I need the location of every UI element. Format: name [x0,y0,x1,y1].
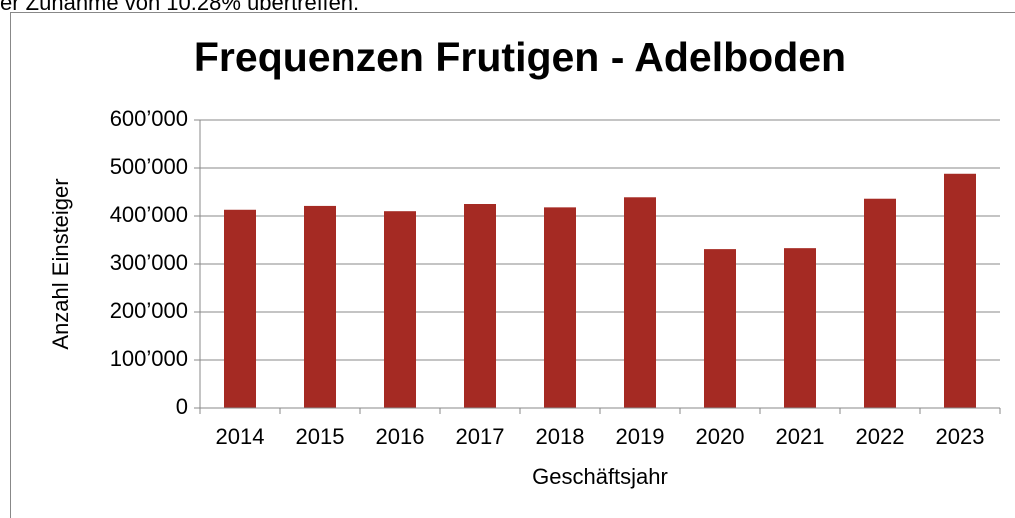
bar [864,198,896,408]
bar [944,173,976,408]
x-axis-label: Geschäftsjahr [532,464,668,489]
bar [384,211,416,408]
x-tick-label: 2019 [616,424,665,449]
y-tick-label: 200’000 [110,298,188,323]
x-tick-label: 2018 [536,424,585,449]
y-tick-label: 400’000 [110,202,188,227]
x-tick-label: 2021 [776,424,825,449]
y-tick-label: 300’000 [110,250,188,275]
x-tick-label: 2022 [856,424,905,449]
bar [544,207,576,408]
y-tick-label: 600’000 [110,106,188,131]
x-tick-label: 2020 [696,424,745,449]
chart-title: Frequenzen Frutigen - Adelboden [194,34,846,80]
y-axis-label: Anzahl Einsteiger [48,178,73,349]
y-tick-label: 500’000 [110,154,188,179]
y-tick-label: 100’000 [110,346,188,371]
bar [784,248,816,408]
bar [224,209,256,408]
chart-frame [10,12,1015,518]
bar [464,204,496,408]
x-tick-label: 2023 [936,424,985,449]
bar [304,205,336,408]
x-tick-label: 2014 [216,424,265,449]
y-tick-label: 0 [176,394,188,419]
bar [704,249,736,408]
bar [624,197,656,408]
x-tick-label: 2016 [376,424,425,449]
intro-fragment: er Zunahme von 10.28% übertreffen. [0,0,359,15]
x-tick-label: 2017 [456,424,505,449]
x-tick-label: 2015 [296,424,345,449]
